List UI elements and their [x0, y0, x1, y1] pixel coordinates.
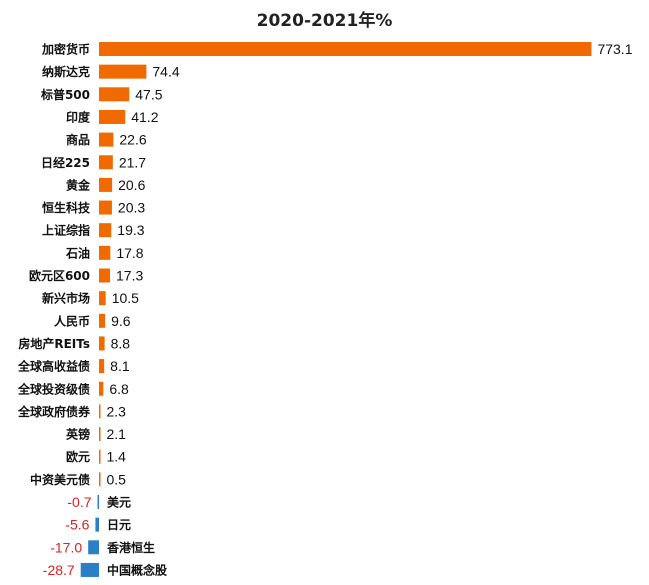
bar-23: [80, 562, 99, 577]
bar-13: [99, 336, 105, 351]
value-label-4: 22.6: [119, 132, 146, 148]
bar-5: [99, 155, 113, 170]
category-label-20: 美元: [107, 495, 131, 510]
category-label-10: 欧元区600: [29, 268, 90, 283]
category-label-1: 纳斯达克: [42, 64, 90, 79]
value-label-23: -28.7: [43, 562, 75, 578]
value-label-9: 17.8: [116, 245, 143, 261]
bar-18: [99, 449, 101, 464]
value-label-13: 8.8: [111, 335, 131, 351]
bar-15: [99, 381, 104, 396]
value-label-2: 47.5: [135, 86, 162, 102]
category-label-17: 英镑: [66, 427, 90, 442]
category-label-2: 标普500: [40, 87, 90, 102]
category-label-5: 日经225: [41, 155, 90, 170]
bar-3: [99, 109, 126, 124]
bar-4: [99, 132, 114, 147]
value-label-22: -17.0: [50, 539, 82, 555]
value-label-19: 0.5: [107, 471, 127, 487]
value-label-15: 6.8: [109, 381, 129, 397]
category-label-6: 黄金: [66, 177, 91, 192]
bar-2: [99, 87, 130, 102]
category-label-11: 新兴市场: [42, 291, 90, 306]
category-label-3: 印度: [66, 109, 91, 124]
category-label-15: 全球投资级债: [17, 381, 90, 396]
value-label-12: 9.6: [111, 313, 131, 329]
category-label-22: 香港恒生: [106, 540, 155, 555]
value-label-11: 10.5: [112, 290, 139, 306]
value-label-18: 1.4: [107, 449, 127, 465]
category-label-8: 上证综指: [42, 223, 90, 238]
value-label-17: 2.1: [107, 426, 127, 442]
bar-21: [95, 517, 99, 532]
category-label-7: 恒生科技: [42, 200, 91, 215]
bar-17: [99, 427, 101, 442]
bar-20: [97, 495, 99, 509]
bar-9: [99, 245, 111, 260]
category-label-9: 石油: [65, 245, 90, 260]
bar-11: [99, 291, 106, 306]
bar-22: [88, 540, 99, 555]
bar-6: [99, 177, 113, 192]
bar-7: [99, 200, 112, 215]
category-label-14: 全球高收益债: [17, 359, 90, 374]
bar-14: [99, 359, 105, 374]
value-label-3: 41.2: [131, 109, 158, 125]
value-label-14: 8.1: [110, 358, 130, 374]
value-label-8: 19.3: [117, 222, 144, 238]
chart-title: 2020-2021年%: [256, 11, 393, 31]
value-label-5: 21.7: [119, 154, 146, 170]
category-label-4: 商品: [66, 132, 90, 147]
category-label-23: 中国概念股: [107, 562, 168, 577]
value-label-0: 773.1: [597, 41, 632, 57]
bar-1: [99, 64, 147, 79]
category-label-0: 加密货币: [41, 42, 90, 57]
category-label-12: 人民币: [54, 313, 90, 328]
bar-10: [99, 268, 111, 283]
category-label-21: 日元: [107, 518, 131, 532]
value-label-21: -5.6: [65, 517, 89, 533]
bar-8: [99, 223, 112, 238]
value-label-16: 2.3: [107, 403, 127, 419]
value-label-1: 74.4: [152, 64, 179, 80]
value-label-6: 20.6: [118, 177, 145, 193]
category-label-18: 欧元: [66, 449, 90, 464]
category-label-16: 全球政府债券: [17, 404, 91, 419]
bar-19: [99, 472, 101, 487]
value-label-10: 17.3: [116, 268, 143, 284]
bar-0: [99, 42, 592, 56]
value-label-7: 20.3: [118, 200, 145, 216]
value-label-20: -0.7: [67, 494, 91, 510]
category-label-13: 房地产REITs: [18, 336, 90, 351]
bar-16: [99, 404, 101, 419]
bar-12: [99, 313, 106, 328]
category-label-19: 中资美元债: [30, 472, 90, 487]
